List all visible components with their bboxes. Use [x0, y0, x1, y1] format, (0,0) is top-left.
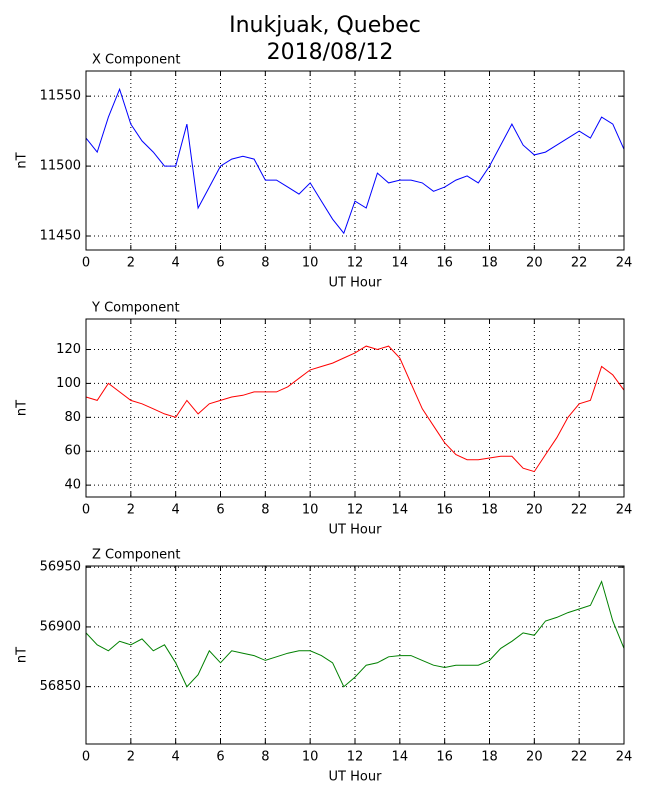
x-tick-label: 6: [216, 750, 224, 765]
x-tick-label: 16: [436, 503, 453, 518]
figure-title: Inukjuak, Quebec: [229, 13, 421, 38]
x-axis-label: UT Hour: [329, 523, 383, 538]
x-tick-label: 2: [127, 750, 135, 765]
y-axis-label: nT: [15, 152, 30, 168]
x-tick-label: 10: [302, 503, 319, 518]
x-tick-label: 4: [172, 256, 180, 271]
x-tick-label: 24: [616, 256, 633, 271]
plot-title: Y Component: [91, 301, 180, 316]
x-tick-label: 0: [82, 750, 90, 765]
data-line: [85, 87, 625, 235]
x-tick-label: 14: [392, 256, 409, 271]
x-tick-label: 18: [481, 256, 498, 271]
data-line: [85, 580, 625, 688]
x-tick-label: 22: [571, 256, 588, 271]
x-tick-label: 6: [216, 503, 224, 518]
x-tick-label: 8: [261, 256, 269, 271]
x-tick-label: 12: [347, 256, 364, 271]
x-tick-label: 24: [616, 503, 633, 518]
y-tick-label: 40: [64, 478, 81, 493]
x-tick-label: 0: [82, 256, 90, 271]
plot-title: Z Component: [92, 548, 181, 563]
x-tick-label: 4: [172, 503, 180, 518]
x-tick-label: 16: [436, 750, 453, 765]
y-tick-label: 120: [56, 342, 81, 357]
x-tick-label: 8: [261, 503, 269, 518]
x-tick-label: 22: [571, 503, 588, 518]
y-tick-label: 11450: [40, 229, 81, 244]
x-tick-label: 10: [302, 256, 319, 271]
y-tick-label: 11550: [40, 89, 81, 104]
y-tick-label: 56850: [40, 679, 81, 694]
x-tick-label: 2: [127, 256, 135, 271]
plot-frame: [85, 318, 625, 498]
y-axis-label: nT: [15, 647, 30, 663]
x-tick-label: 18: [481, 503, 498, 518]
plot-frame: [85, 565, 625, 745]
x-tick-label: 18: [481, 750, 498, 765]
x-axis-label: UT Hour: [329, 276, 383, 291]
x-tick-label: 14: [392, 750, 409, 765]
y-tick-label: 56900: [40, 619, 81, 634]
x-tick-label: 12: [347, 503, 364, 518]
figure-subtitle: 2018/08/12: [267, 40, 394, 65]
data-line: [85, 345, 625, 473]
x-tick-label: 20: [526, 256, 543, 271]
x-tick-label: 20: [526, 503, 543, 518]
y-tick-label: 100: [56, 376, 81, 391]
x-tick-label: 6: [216, 256, 224, 271]
y-tick-label: 11500: [40, 159, 81, 174]
x-tick-label: 22: [571, 750, 588, 765]
y-tick-label: 80: [64, 410, 81, 425]
x-tick-label: 0: [82, 503, 90, 518]
x-tick-label: 14: [392, 503, 409, 518]
x-tick-label: 2: [127, 503, 135, 518]
x-tick-label: 10: [302, 750, 319, 765]
x-tick-label: 12: [347, 750, 364, 765]
plot-frame: [85, 70, 625, 251]
y-tick-label: 56950: [40, 560, 81, 575]
x-tick-label: 24: [616, 750, 633, 765]
x-tick-label: 8: [261, 750, 269, 765]
x-axis-label: UT Hour: [329, 770, 383, 785]
y-axis-label: nT: [15, 400, 30, 416]
x-tick-label: 16: [436, 256, 453, 271]
plot-title: X Component: [92, 53, 181, 68]
x-tick-label: 20: [526, 750, 543, 765]
x-tick-label: 4: [172, 750, 180, 765]
y-tick-label: 60: [64, 444, 81, 459]
